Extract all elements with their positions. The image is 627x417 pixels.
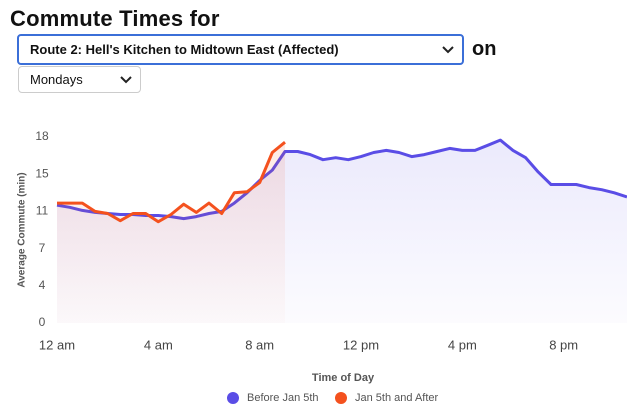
legend-swatch — [227, 392, 239, 404]
x-tick-label: 4 am — [144, 337, 173, 352]
series-line — [57, 141, 286, 224]
x-tick-label: 12 pm — [343, 337, 379, 352]
y-tick-label: 7 — [39, 241, 46, 255]
y-tick-label: 11 — [36, 204, 49, 218]
day-select[interactable]: Mondays — [18, 66, 141, 93]
legend-label: Before Jan 5th — [247, 392, 319, 404]
x-tick-label: 12 am — [39, 337, 75, 352]
y-tick-label: 15 — [35, 166, 49, 180]
chevron — [120, 75, 132, 83]
y-tick-label: 4 — [39, 278, 46, 292]
y-axis-label: Average Commute (min) — [17, 172, 28, 287]
x-tick-label: 8 am — [245, 337, 274, 352]
series-line — [56, 138, 627, 221]
x-tick-label: 4 pm — [448, 337, 477, 352]
route-select[interactable]: Route 2: Hell's Kitchen to Midtown East … — [17, 34, 464, 65]
chevron — [442, 45, 454, 53]
y-tick-label: 0 — [39, 315, 46, 329]
y-tick-label: 18 — [35, 129, 49, 143]
on-label: on — [472, 38, 497, 60]
legend-swatch — [335, 392, 347, 404]
route-select-text: Route 2: Hell's Kitchen to Midtown East … — [30, 42, 339, 57]
legend-label: Jan 5th and After — [355, 392, 439, 404]
page-title: Commute Times for — [10, 6, 220, 31]
x-tick-label: 8 pm — [549, 337, 578, 352]
series-area — [57, 142, 285, 323]
day-select-text: Mondays — [30, 72, 83, 87]
x-axis-label: Time of Day — [312, 372, 375, 384]
